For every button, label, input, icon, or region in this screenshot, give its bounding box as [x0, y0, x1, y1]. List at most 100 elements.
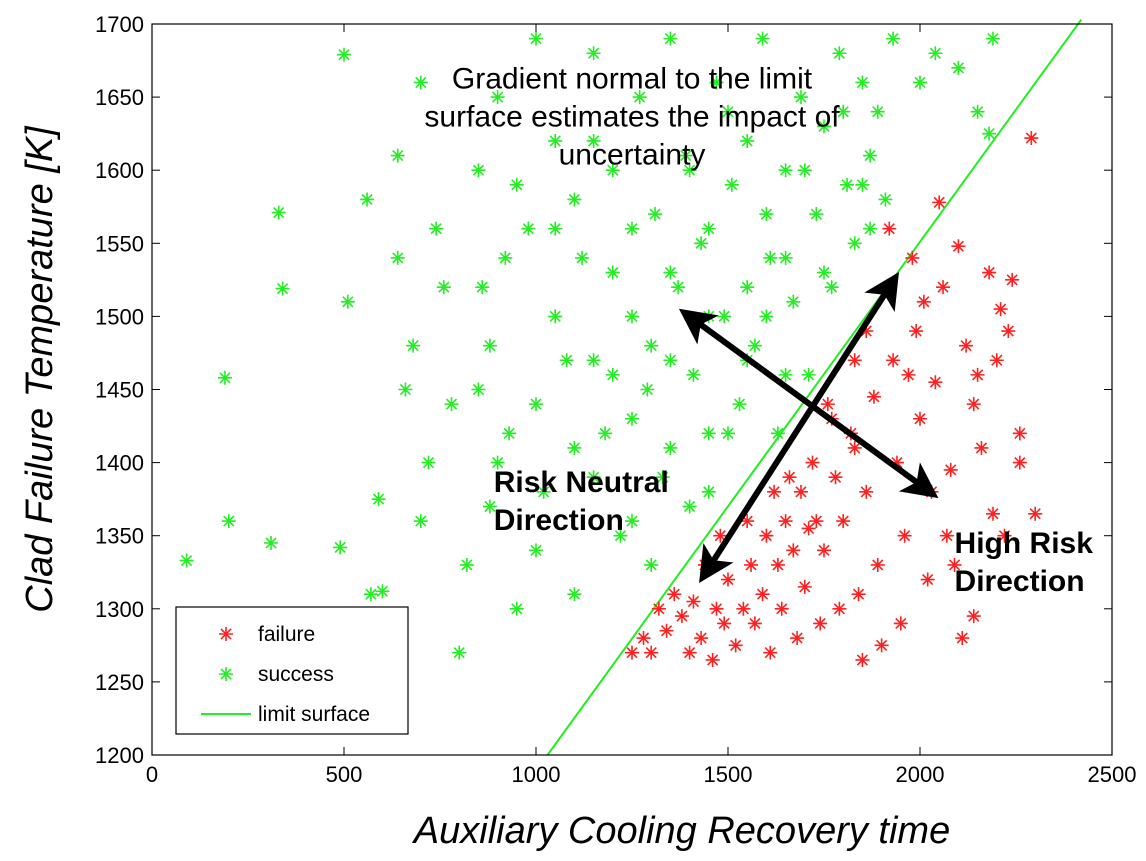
- failure-point: [625, 645, 639, 660]
- success-point: [644, 338, 659, 353]
- failure-point: [866, 389, 881, 404]
- success-point: [264, 536, 279, 551]
- success-point: [275, 281, 290, 296]
- x-tick-label: 1500: [704, 762, 753, 787]
- success-point: [490, 90, 505, 105]
- success-point: [701, 221, 716, 236]
- success-point: [471, 382, 486, 397]
- failure-point: [797, 579, 812, 594]
- failure-point: [728, 638, 743, 653]
- failure-point: [916, 294, 931, 309]
- y-tick-label: 1650: [95, 85, 144, 110]
- failure-point: [686, 594, 701, 609]
- y-tick-label: 1200: [95, 743, 144, 768]
- failure-point: [993, 302, 1008, 317]
- success-point: [502, 426, 517, 441]
- success-point: [482, 499, 497, 514]
- success-point: [863, 148, 878, 163]
- success-point: [586, 133, 601, 148]
- success-point: [413, 75, 428, 90]
- success-point: [663, 265, 678, 280]
- failure-point: [909, 324, 924, 339]
- high-risk-arrow: [678, 308, 939, 499]
- failure-point: [943, 462, 958, 477]
- success-point: [371, 492, 386, 507]
- annotation-line: Gradient normal to the limit: [452, 62, 813, 95]
- success-point: [786, 294, 801, 309]
- legend-label-0: failure: [258, 623, 315, 646]
- success-point: [817, 119, 831, 134]
- success-point: [701, 309, 716, 324]
- success-point: [613, 528, 628, 543]
- success-point: [221, 514, 236, 529]
- legend-label-1: success: [258, 663, 334, 686]
- failure-point: [936, 280, 951, 295]
- success-point: [740, 280, 755, 295]
- success-point: [459, 557, 474, 572]
- success-point: [701, 426, 716, 441]
- success-point: [886, 31, 901, 46]
- success-point: [682, 499, 697, 514]
- success-point: [759, 207, 774, 222]
- y-tick-label: 1250: [95, 670, 144, 695]
- success-point: [536, 484, 551, 499]
- y-tick-label: 1500: [95, 304, 144, 329]
- failure-point: [836, 514, 851, 529]
- x-tick-label: 2000: [896, 762, 945, 787]
- legend: failure success limit surface: [175, 606, 409, 735]
- success-point: [390, 148, 405, 163]
- x-axis-label: Auxiliary Cooling Recovery time: [412, 810, 950, 852]
- success-point: [732, 397, 747, 412]
- success-point: [878, 192, 893, 207]
- failure-point: [939, 528, 954, 543]
- failure-point: [755, 587, 770, 602]
- success-point: [778, 163, 793, 178]
- failure-point: [793, 484, 808, 499]
- annotation-1: Risk Neutral Direction: [494, 466, 669, 537]
- failure-point: [1024, 131, 1039, 146]
- annotation-2: High Risk Direction: [955, 527, 1094, 598]
- success-point: [778, 250, 793, 265]
- success-point: [832, 46, 847, 61]
- failure-point: [813, 616, 828, 631]
- annotation-line: Risk Neutral: [494, 466, 669, 499]
- failure-point: [1012, 426, 1027, 441]
- success-point: [179, 553, 194, 568]
- y-tick-label: 1700: [95, 12, 144, 37]
- failure-point: [932, 195, 947, 210]
- success-point: [763, 250, 778, 265]
- failure-point: [966, 397, 981, 412]
- failure-point: [870, 557, 885, 572]
- failure-point: [1012, 455, 1027, 470]
- failure-point: [928, 375, 943, 390]
- failure-point: [786, 543, 801, 558]
- failure-point: [886, 353, 901, 368]
- failure-point: [767, 484, 782, 499]
- success-point: [913, 75, 927, 90]
- legend-label-2: limit surface: [258, 703, 370, 726]
- success-point: [709, 75, 724, 90]
- success-point: [801, 367, 816, 382]
- failure-point: [989, 353, 1004, 368]
- failure-point: [705, 652, 720, 667]
- success-point: [770, 426, 785, 441]
- success-point: [471, 163, 486, 178]
- success-point: [817, 265, 831, 280]
- success-point: [567, 587, 582, 602]
- failure-point: [805, 455, 820, 470]
- success-point: [498, 250, 513, 265]
- success-point: [271, 205, 286, 220]
- success-point: [475, 280, 490, 295]
- success-point: [755, 31, 770, 46]
- success-point: [363, 587, 378, 602]
- success-point: [548, 221, 563, 236]
- success-point: [793, 90, 808, 105]
- failure-point: [901, 367, 916, 382]
- failure-point: [893, 616, 908, 631]
- x-tick-label: 0: [146, 762, 158, 787]
- failure-point: [667, 587, 682, 602]
- failure-point: [951, 239, 966, 254]
- failure-point: [985, 506, 1000, 521]
- failure-point: [694, 631, 709, 646]
